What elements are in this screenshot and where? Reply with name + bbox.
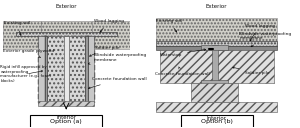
Bar <box>64 36 69 102</box>
Bar <box>156 46 278 50</box>
Text: Interior: Interior <box>207 116 227 121</box>
Bar <box>212 45 218 83</box>
Bar <box>38 36 94 102</box>
Bar <box>3 21 41 49</box>
Bar <box>88 36 94 102</box>
Bar <box>191 83 238 102</box>
Text: Blindside waterproofing
membrane: Blindside waterproofing membrane <box>239 32 292 47</box>
Bar <box>38 101 94 106</box>
Bar <box>69 36 85 102</box>
Text: Soldier pile: Soldier pile <box>232 67 269 75</box>
Bar <box>156 18 278 41</box>
Text: Existing soil: Existing soil <box>156 19 182 32</box>
Bar <box>45 36 47 102</box>
Bar <box>156 18 278 41</box>
Text: Concrete foundation wall: Concrete foundation wall <box>154 67 209 76</box>
Text: Option (b): Option (b) <box>201 119 232 124</box>
Bar <box>202 45 228 50</box>
Bar <box>160 50 274 83</box>
Bar <box>92 21 130 49</box>
Bar <box>85 36 88 102</box>
Bar <box>45 36 47 102</box>
Text: Option (a): Option (a) <box>50 119 82 124</box>
Text: Exterior: Exterior <box>56 4 77 9</box>
Text: Exterior: Exterior <box>206 4 227 9</box>
Text: Waterstop: Waterstop <box>160 49 206 57</box>
FancyBboxPatch shape <box>181 115 253 128</box>
Bar <box>85 36 88 102</box>
Bar <box>156 102 278 112</box>
Bar <box>38 36 45 102</box>
Bar <box>156 41 278 46</box>
FancyBboxPatch shape <box>30 115 102 128</box>
Text: Wood lagging: Wood lagging <box>244 24 274 41</box>
Text: Exterior grade plywood: Exterior grade plywood <box>3 49 54 57</box>
Bar <box>3 21 41 49</box>
Text: Concrete foundation wall: Concrete foundation wall <box>88 77 146 89</box>
Text: Existing soil: Existing soil <box>4 22 30 35</box>
Text: Blindside waterproofing
membrane: Blindside waterproofing membrane <box>88 53 146 64</box>
Text: Rigid infill approved by
waterproofing
manufacturer (e.g., foam
blocks): Rigid infill approved by waterproofing m… <box>0 65 51 83</box>
Bar <box>41 21 92 32</box>
Text: Interior: Interior <box>56 115 76 120</box>
Bar <box>41 21 92 32</box>
Bar <box>202 81 228 86</box>
Bar <box>47 36 64 102</box>
Bar <box>92 21 130 49</box>
Text: Soldier pile: Soldier pile <box>89 46 120 56</box>
Text: Wood lagging: Wood lagging <box>94 19 124 32</box>
Bar <box>16 32 117 36</box>
